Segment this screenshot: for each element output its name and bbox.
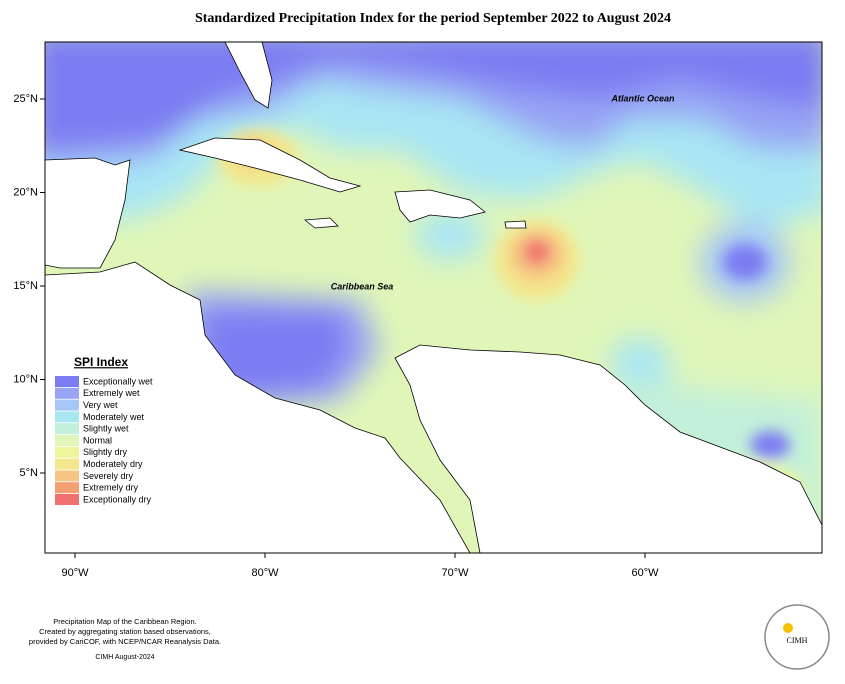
x-tick-label: 80°W: [251, 567, 279, 579]
legend-label: Very wet: [83, 400, 118, 410]
legend-label: Normal: [83, 435, 112, 445]
y-tick-label: 25°N: [13, 93, 38, 105]
footer-date: CIMH August-2024: [95, 654, 154, 661]
logo-sun: [783, 623, 793, 633]
logo-text: CIMH: [787, 636, 808, 645]
legend-swatch: [55, 470, 79, 482]
legend-swatch: [55, 435, 79, 446]
legend-swatch: [55, 446, 79, 458]
legend-swatch: [55, 399, 79, 411]
y-tick-label: 10°N: [13, 373, 38, 385]
y-tick-label: 5°N: [20, 467, 39, 479]
puerto-rico: [504, 220, 527, 229]
hispaniola: [394, 189, 486, 223]
y-tick-label: 15°N: [13, 280, 38, 292]
footer-line: Precipitation Map of the Caribbean Regio…: [53, 617, 196, 626]
spi-map: Atlantic Ocean Caribbean Sea: [45, 42, 822, 553]
y-tick-label: 20°N: [13, 186, 38, 198]
legend-swatch: [55, 387, 79, 399]
footer-line: Created by aggregating station based obs…: [39, 627, 211, 636]
sea-label: Caribbean Sea: [331, 281, 394, 291]
legend-label: Exceptionally dry: [83, 494, 152, 504]
legend-swatch: [55, 376, 79, 387]
central-america: [45, 261, 471, 553]
footer: CIMH August-2024 CIMH Precipitation Map …: [29, 604, 830, 670]
legend: SPI Index Exceptionally wet Extremely wet…: [55, 355, 153, 505]
x-tick-label: 60°W: [631, 567, 659, 579]
legend-swatch: [55, 482, 79, 494]
legend-label: Slightly wet: [83, 424, 129, 434]
legend-label: Severely dry: [83, 471, 134, 481]
legend-label: Exceptionally wet: [83, 376, 153, 386]
y-axis: 25°N 20°N 15°N 10°N 5°N: [13, 93, 45, 479]
legend-label: Extremely wet: [83, 388, 140, 398]
x-tick-label: 90°W: [61, 567, 89, 579]
cuba: [178, 137, 362, 193]
logo: [764, 604, 830, 670]
x-axis: 90°W 80°W 70°W 60°W: [61, 553, 659, 579]
legend-swatch: [55, 458, 79, 470]
legend-label: Extremely dry: [83, 483, 139, 493]
legend-swatch: [55, 423, 79, 435]
yucatan: [45, 157, 131, 269]
legend-swatch: [55, 494, 79, 505]
jamaica: [303, 217, 339, 229]
legend-swatch: [55, 411, 79, 423]
florida: [224, 42, 273, 109]
footer-line: provided by CariCOF, with NCEP/NCAR Rean…: [29, 637, 221, 646]
legend-label: Moderately dry: [83, 459, 143, 469]
south-america: [394, 344, 822, 553]
map-frame: [44, 41, 823, 554]
x-tick-label: 70°W: [441, 567, 469, 579]
title: Standardized Precipitation Index for the…: [195, 11, 671, 26]
legend-title: SPI Index: [74, 355, 128, 369]
legend-label: Slightly dry: [83, 447, 128, 457]
legend-label: Moderately wet: [83, 412, 145, 422]
ocean-label: Atlantic Ocean: [610, 93, 675, 103]
